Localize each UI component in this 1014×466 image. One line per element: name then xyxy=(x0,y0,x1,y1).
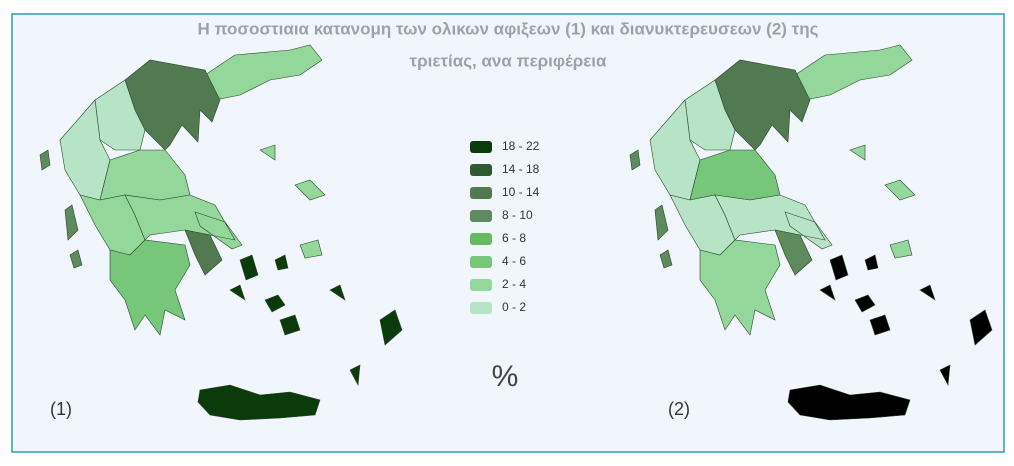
legend: 18 - 22 14 - 18 10 - 14 8 - 10 6 - 8 4 - 6 2 -… xyxy=(470,139,540,314)
legend-swatch xyxy=(470,233,492,245)
region xyxy=(184,229,223,276)
legend-swatch xyxy=(470,210,492,222)
region xyxy=(259,144,326,259)
region xyxy=(204,44,323,101)
region xyxy=(849,144,916,259)
map-label: (1) xyxy=(50,399,72,419)
legend-label: 10 - 14 xyxy=(502,185,540,199)
legend-label: 18 - 22 xyxy=(502,139,540,153)
region xyxy=(774,229,813,276)
map xyxy=(629,44,993,421)
legend-label: 14 - 18 xyxy=(502,162,540,176)
region xyxy=(699,239,781,336)
region xyxy=(229,254,403,387)
region xyxy=(684,79,736,151)
legend-label: 0 - 2 xyxy=(502,300,526,314)
map xyxy=(39,44,403,421)
legend-swatch xyxy=(470,302,492,314)
region xyxy=(787,384,911,421)
legend-swatch xyxy=(470,164,492,176)
legend-label: 2 - 4 xyxy=(502,277,526,291)
region xyxy=(197,384,321,421)
unit-label: % xyxy=(492,360,519,393)
region xyxy=(819,254,993,387)
legend-label: 6 - 8 xyxy=(502,231,526,245)
region xyxy=(629,149,673,269)
legend-swatch xyxy=(470,187,492,199)
legend-swatch xyxy=(470,279,492,291)
title: Η ποσοστιαια κατανομη των ολικων αφιξεων… xyxy=(198,19,819,38)
region xyxy=(39,149,83,269)
legend-swatch xyxy=(470,256,492,268)
region xyxy=(794,44,913,101)
title: τριετίας, ανα περιφέρεια xyxy=(410,51,607,70)
map-label: (2) xyxy=(668,399,690,419)
legend-swatch xyxy=(470,141,492,153)
region xyxy=(94,79,146,151)
legend-label: 8 - 10 xyxy=(502,208,533,222)
region xyxy=(109,239,191,336)
legend-label: 4 - 6 xyxy=(502,254,526,268)
